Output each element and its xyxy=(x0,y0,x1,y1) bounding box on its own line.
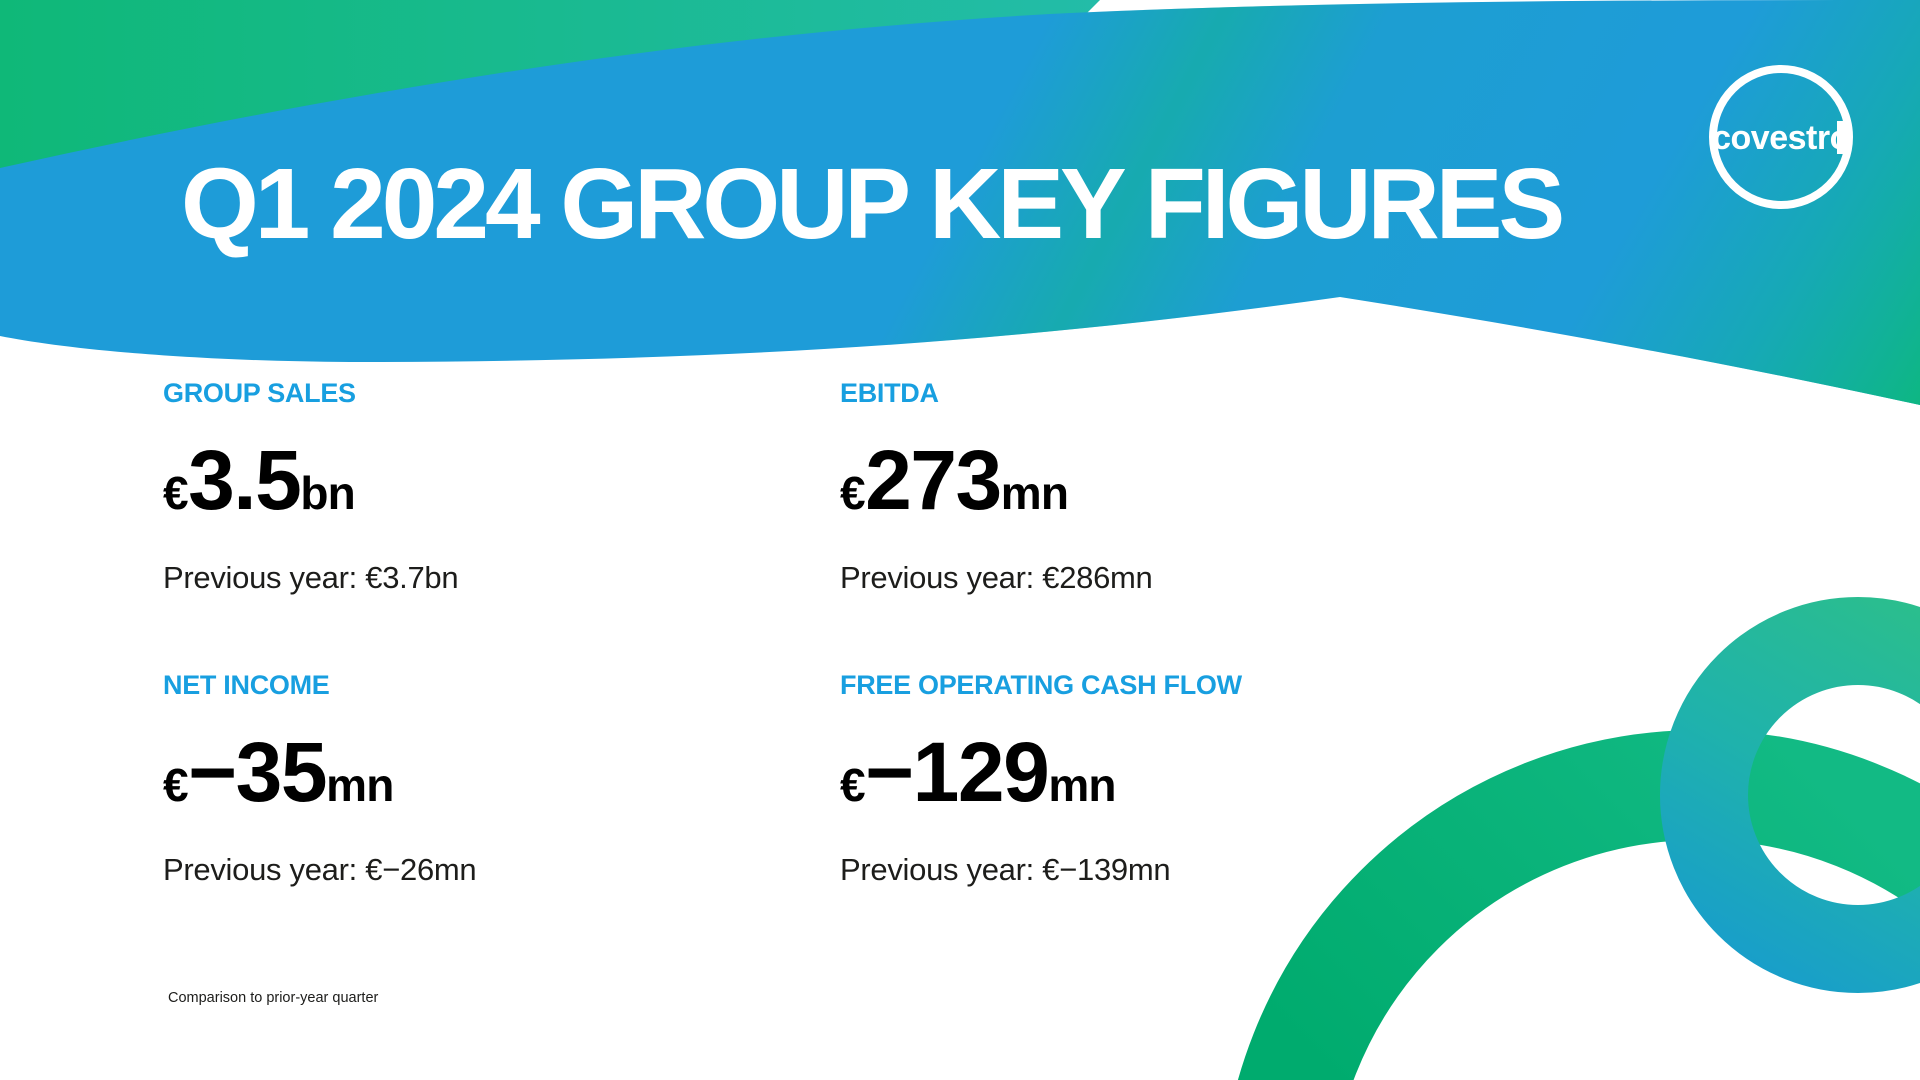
metric-label: EBITDA xyxy=(840,378,939,408)
value-unit: mn xyxy=(1000,467,1069,519)
metric-value: €−129mn xyxy=(840,728,1500,829)
covestro-logo: covestro xyxy=(1709,65,1853,209)
footnote: Comparison to prior-year quarter xyxy=(168,990,379,1006)
metric-value: €273mn xyxy=(840,436,1500,537)
previous-year: Previous year: €−139mn xyxy=(840,852,1171,887)
metric-value: €3.5bn xyxy=(163,436,823,537)
value-unit: mn xyxy=(326,759,394,811)
previous-year: Previous year: €−26mn xyxy=(163,852,477,887)
metric-card-free-operating-cash-flow: FREE OPERATING CASH FLOW €−129mn Previou… xyxy=(840,668,1500,889)
page-title: Q1 2024 GROUP KEY FIGURES xyxy=(181,148,1565,260)
decor-teal-ring xyxy=(1660,597,1920,993)
metric-card-group-sales: GROUP SALES €3.5bn Previous year: €3.7bn xyxy=(163,376,823,597)
logo-ring-icon xyxy=(1709,65,1853,209)
value-unit: mn xyxy=(1048,759,1116,811)
logo-wordmark: covestro xyxy=(1712,119,1850,157)
metric-label: FREE OPERATING CASH FLOW xyxy=(840,670,1242,700)
header-teal-wedge xyxy=(0,0,1920,405)
logo-ring-tab xyxy=(1837,121,1848,154)
previous-year: Previous year: €286mn xyxy=(840,560,1153,595)
header-green-wedge xyxy=(0,0,1100,176)
value-unit: bn xyxy=(300,467,355,519)
currency-symbol: € xyxy=(840,759,866,811)
previous-year: Previous year: €3.7bn xyxy=(163,560,459,595)
currency-symbol: € xyxy=(840,467,866,519)
currency-symbol: € xyxy=(163,467,189,519)
metric-label: NET INCOME xyxy=(163,670,330,700)
metric-value: €−35mn xyxy=(163,728,823,829)
value-number: 3.5 xyxy=(188,433,302,527)
value-number: −35 xyxy=(188,725,328,819)
header-swoosh xyxy=(0,0,1920,405)
metric-card-ebitda: EBITDA €273mn Previous year: €286mn xyxy=(840,376,1500,597)
currency-symbol: € xyxy=(163,759,189,811)
metric-card-net-income: NET INCOME €−35mn Previous year: €−26mn xyxy=(163,668,823,889)
value-number: 273 xyxy=(865,433,1002,527)
value-number: −129 xyxy=(865,725,1050,819)
metric-label: GROUP SALES xyxy=(163,378,356,408)
